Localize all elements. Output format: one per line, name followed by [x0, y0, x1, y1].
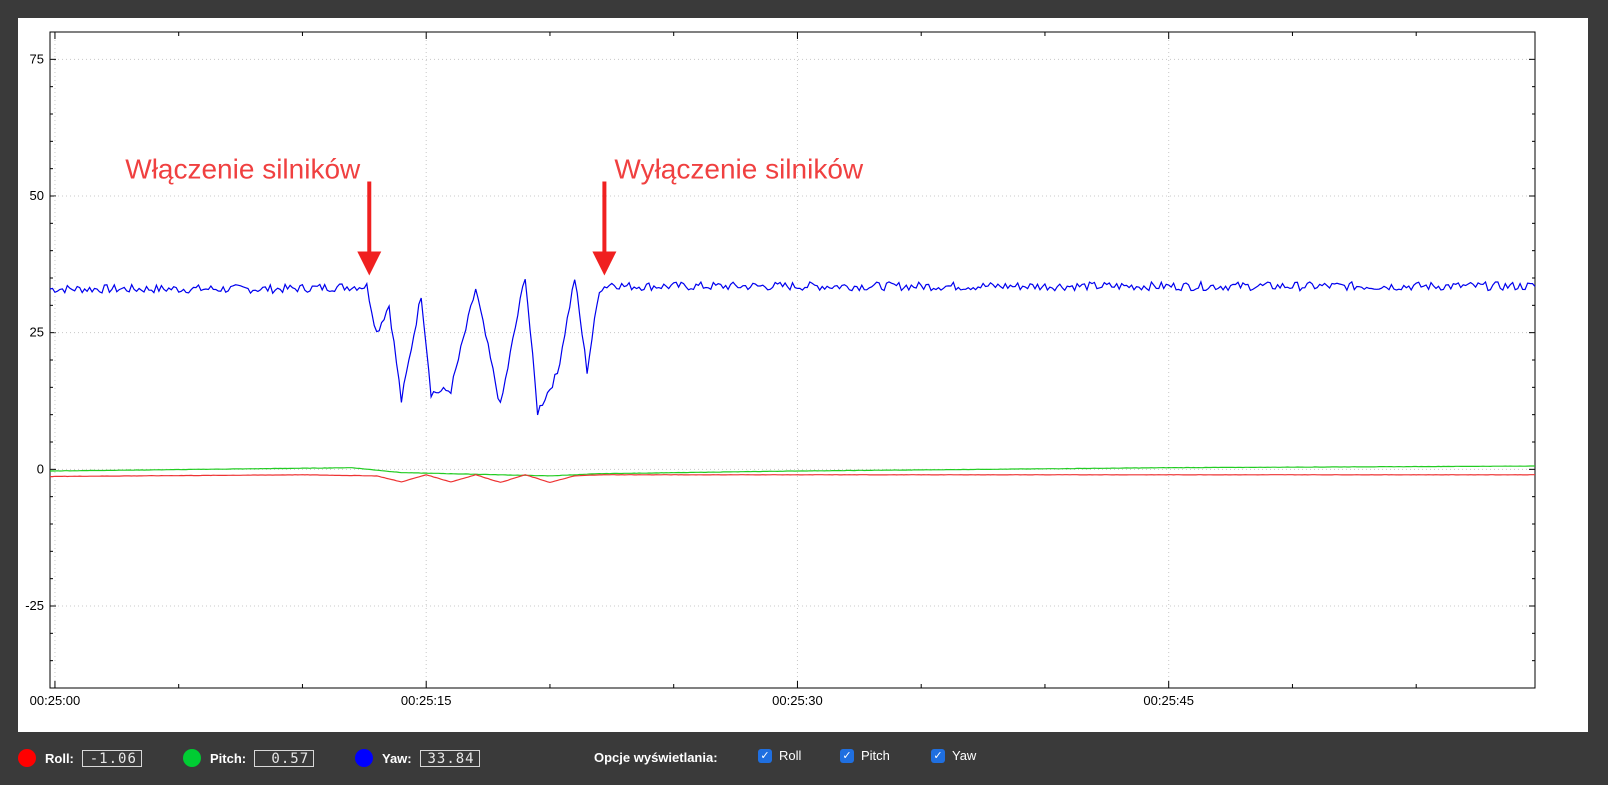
roll-checkbox-item[interactable]: ✓ Roll — [758, 748, 801, 763]
display-options-label: Opcje wyświetlania: — [594, 750, 718, 765]
series-line-yaw — [49, 279, 1536, 416]
series-line-roll — [50, 474, 1535, 484]
plot-area-border — [49, 31, 1536, 689]
roll-readout: Roll: -1.06 — [18, 744, 142, 772]
status-bar: Roll: -1.06 Pitch: 0.57 Yaw: 33.84 Opcje… — [0, 732, 1608, 785]
x-tick-label: 00:25:15 — [401, 693, 452, 708]
yaw-readout: Yaw: 33.84 — [355, 744, 480, 772]
annotation-arrow-head — [357, 251, 382, 276]
pitch-value: 0.57 — [254, 749, 315, 767]
y-tick-label: -25 — [25, 598, 44, 613]
annotation-label: Wyłączenie silników — [614, 153, 863, 184]
pitch-checkbox[interactable]: ✓ — [840, 748, 854, 763]
yaw-checkbox-item[interactable]: ✓ Yaw — [931, 748, 976, 763]
roll-checkbox-label: Roll — [779, 748, 802, 763]
x-tick-label: 00:25:45 — [1143, 693, 1194, 708]
yaw-label: Yaw: — [382, 750, 412, 766]
x-tick-label: 00:25:30 — [772, 693, 823, 708]
pitch-label: Pitch: — [210, 750, 247, 766]
pitch-checkbox-item[interactable]: ✓ Pitch — [840, 748, 890, 763]
roll-label: Roll: — [45, 750, 74, 766]
pitch-color-dot — [183, 749, 201, 767]
x-tick-label: 00:25:00 — [30, 693, 81, 708]
annotation-label: Włączenie silników — [125, 153, 361, 184]
yaw-checkbox-label: Yaw — [952, 748, 977, 763]
annotation-arrow-head — [592, 251, 617, 276]
y-tick-label: 50 — [30, 188, 44, 203]
y-tick-label: 0 — [37, 461, 44, 476]
yaw-value: 33.84 — [419, 749, 480, 767]
series-line-pitch — [49, 465, 1535, 477]
roll-checkbox[interactable]: ✓ — [758, 748, 772, 763]
telemetry-chart[interactable]: 75 50 25 0 -25 00:25:00 00:25:15 00:25:30 00:25:… — [18, 18, 1588, 732]
roll-color-dot — [18, 749, 36, 767]
plot-frame: 75 50 25 0 -25 00:25:00 00:25:15 00:25:30 00:25:… — [18, 18, 1588, 732]
roll-value: -1.06 — [81, 749, 142, 767]
yaw-color-dot — [355, 749, 373, 767]
pitch-checkbox-label: Pitch — [861, 748, 890, 763]
y-tick-label: 25 — [30, 325, 44, 340]
y-tick-label: 75 — [30, 51, 44, 66]
pitch-readout: Pitch: 0.57 — [183, 744, 315, 772]
yaw-checkbox[interactable]: ✓ — [931, 748, 945, 763]
